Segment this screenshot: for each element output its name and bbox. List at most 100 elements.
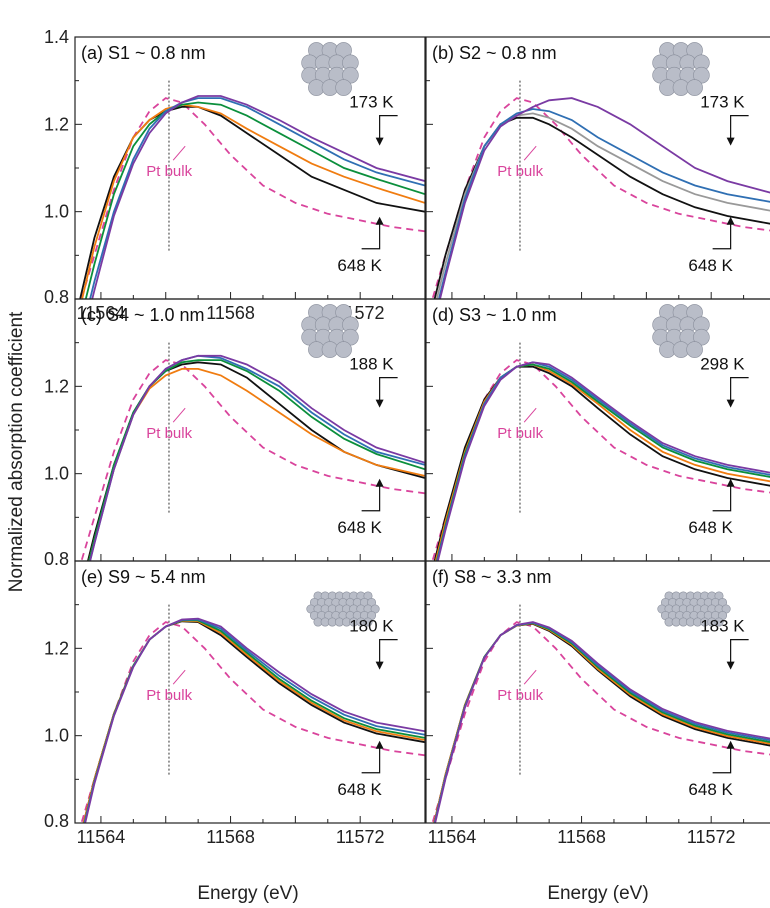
arrow-up-low bbox=[712, 218, 732, 250]
y-tick-label: 1.0 bbox=[44, 464, 69, 484]
plot-area-c bbox=[80, 342, 425, 561]
temperature-label-high: 298 K bbox=[700, 355, 745, 374]
temperature-label-low: 648 K bbox=[337, 518, 382, 537]
arrow-up-low bbox=[712, 480, 732, 512]
series-pt-bulk bbox=[431, 359, 770, 561]
x-axis-title-right: Energy (eV) bbox=[547, 883, 648, 904]
temperature-label-low: 648 K bbox=[688, 518, 733, 537]
bulk-label-leader bbox=[172, 145, 186, 161]
bulk-label-leader bbox=[523, 145, 537, 161]
arrow-up-low bbox=[712, 742, 732, 774]
series-line-5 bbox=[436, 361, 770, 561]
arrow-down-high bbox=[730, 377, 749, 406]
x-tick-label: 11572 bbox=[687, 827, 736, 847]
arrow-head-low bbox=[726, 478, 735, 487]
plot-area-d bbox=[431, 342, 770, 561]
x-tick-label: 11564 bbox=[428, 827, 477, 847]
arrow-down-high bbox=[379, 377, 398, 406]
y-axis-title: Normalized absorption coefficient bbox=[6, 311, 27, 592]
arrow-down-high bbox=[379, 639, 398, 668]
panel-frame bbox=[425, 560, 770, 824]
arrow-up-low bbox=[361, 742, 381, 774]
series-pt-bulk bbox=[80, 621, 425, 823]
x-tick-label: 11568 bbox=[557, 827, 606, 847]
y-tick-label: 1.0 bbox=[44, 726, 69, 746]
panel-title: (e) S9 ~ 5.4 nm bbox=[81, 567, 206, 587]
arrow-head-high bbox=[375, 399, 384, 408]
bulk-label-leader bbox=[523, 407, 537, 423]
temperature-label-high: 183 K bbox=[700, 617, 745, 636]
cluster-atom bbox=[686, 341, 703, 358]
arrow-up-low bbox=[361, 218, 381, 250]
series-line-2 bbox=[81, 103, 425, 299]
bulk-label: Pt bulk bbox=[146, 425, 192, 442]
panel-frame bbox=[74, 560, 426, 824]
y-tick-label: 1.2 bbox=[44, 114, 69, 134]
bulk-label-leader bbox=[172, 407, 186, 423]
cluster-atom bbox=[686, 79, 703, 96]
arrow-up-low bbox=[361, 480, 381, 512]
arrow-head-low bbox=[375, 478, 384, 487]
plot-area-f bbox=[431, 604, 770, 823]
temperature-label-high: 173 K bbox=[700, 93, 745, 112]
bulk-label: Pt bulk bbox=[146, 687, 192, 704]
panels: 11564 11568 11572 0.8 1.0 1.2 1.4 (a) S1 ~ 0.8 … bbox=[44, 27, 770, 847]
x-tick-label: 11564 bbox=[77, 303, 126, 323]
arrow-down-high bbox=[379, 115, 398, 144]
series-pt-bulk bbox=[80, 97, 425, 299]
arrow-head-high bbox=[726, 661, 735, 670]
arrow-down-high bbox=[730, 115, 749, 144]
series-line-3 bbox=[84, 101, 425, 299]
temperature-label-low: 648 K bbox=[337, 256, 382, 275]
series-line-3 bbox=[88, 359, 425, 561]
temperature-label-high: 173 K bbox=[349, 93, 394, 112]
series-line-3 bbox=[433, 622, 770, 823]
series-line-5 bbox=[84, 617, 425, 823]
series-line-1 bbox=[79, 106, 425, 299]
cluster-model-image bbox=[652, 42, 710, 96]
x-tick-label: 11564 bbox=[77, 827, 126, 847]
y-tick-label: 1.0 bbox=[44, 202, 69, 222]
cluster-model-image bbox=[652, 304, 710, 358]
series-line-3 bbox=[438, 108, 770, 299]
arrow-head-high bbox=[726, 399, 735, 408]
temperature-label-high: 188 K bbox=[349, 355, 394, 374]
y-tick-label: 0.8 bbox=[44, 287, 69, 307]
cluster-model-image bbox=[306, 591, 380, 627]
plot-area-b bbox=[431, 80, 770, 299]
cluster-model-image bbox=[657, 591, 731, 627]
cluster-model-image bbox=[301, 42, 359, 96]
panel-d: (d) S3 ~ 1.0 nm Pt bulk 298 K 648 K bbox=[425, 298, 770, 562]
series-pt-bulk bbox=[431, 621, 770, 823]
panel-c: 0.8 1.0 1.2 (c) S4 ~ 1.0 nm Pt bulk 188 K 648 … bbox=[44, 298, 426, 569]
arrow-head-high bbox=[375, 661, 384, 670]
y-tick-label: 1.2 bbox=[44, 376, 69, 396]
arrow-head-low bbox=[726, 740, 735, 749]
bulk-label: Pt bulk bbox=[497, 163, 543, 180]
arrow-head-low bbox=[375, 740, 384, 749]
series-line-4 bbox=[439, 97, 770, 299]
bulk-label-leader bbox=[172, 669, 186, 685]
y-tick-label: 0.8 bbox=[44, 811, 69, 831]
plot-area-e bbox=[80, 604, 425, 823]
y-tick-label: 1.4 bbox=[44, 27, 69, 47]
series-line-2 bbox=[435, 112, 770, 299]
bulk-label-leader bbox=[523, 669, 537, 685]
cluster-atom bbox=[714, 617, 724, 627]
series-line-4 bbox=[433, 621, 770, 823]
series-line-5 bbox=[91, 95, 425, 299]
cluster-atom bbox=[363, 617, 373, 627]
panel-title: (a) S1 ~ 0.8 nm bbox=[81, 43, 206, 63]
series-line-4 bbox=[89, 97, 425, 299]
panel-title: (d) S3 ~ 1.0 nm bbox=[432, 305, 557, 325]
temperature-label-low: 648 K bbox=[688, 256, 733, 275]
arrow-down-high bbox=[730, 639, 749, 668]
temperature-label-high: 180 K bbox=[349, 617, 394, 636]
arrow-head-high bbox=[375, 137, 384, 146]
series-line-5 bbox=[434, 621, 770, 823]
bulk-label: Pt bulk bbox=[497, 687, 543, 704]
y-tick-label: 1.2 bbox=[44, 638, 69, 658]
panel-title: (f) S8 ~ 3.3 nm bbox=[432, 567, 552, 587]
cluster-atom bbox=[335, 341, 352, 358]
